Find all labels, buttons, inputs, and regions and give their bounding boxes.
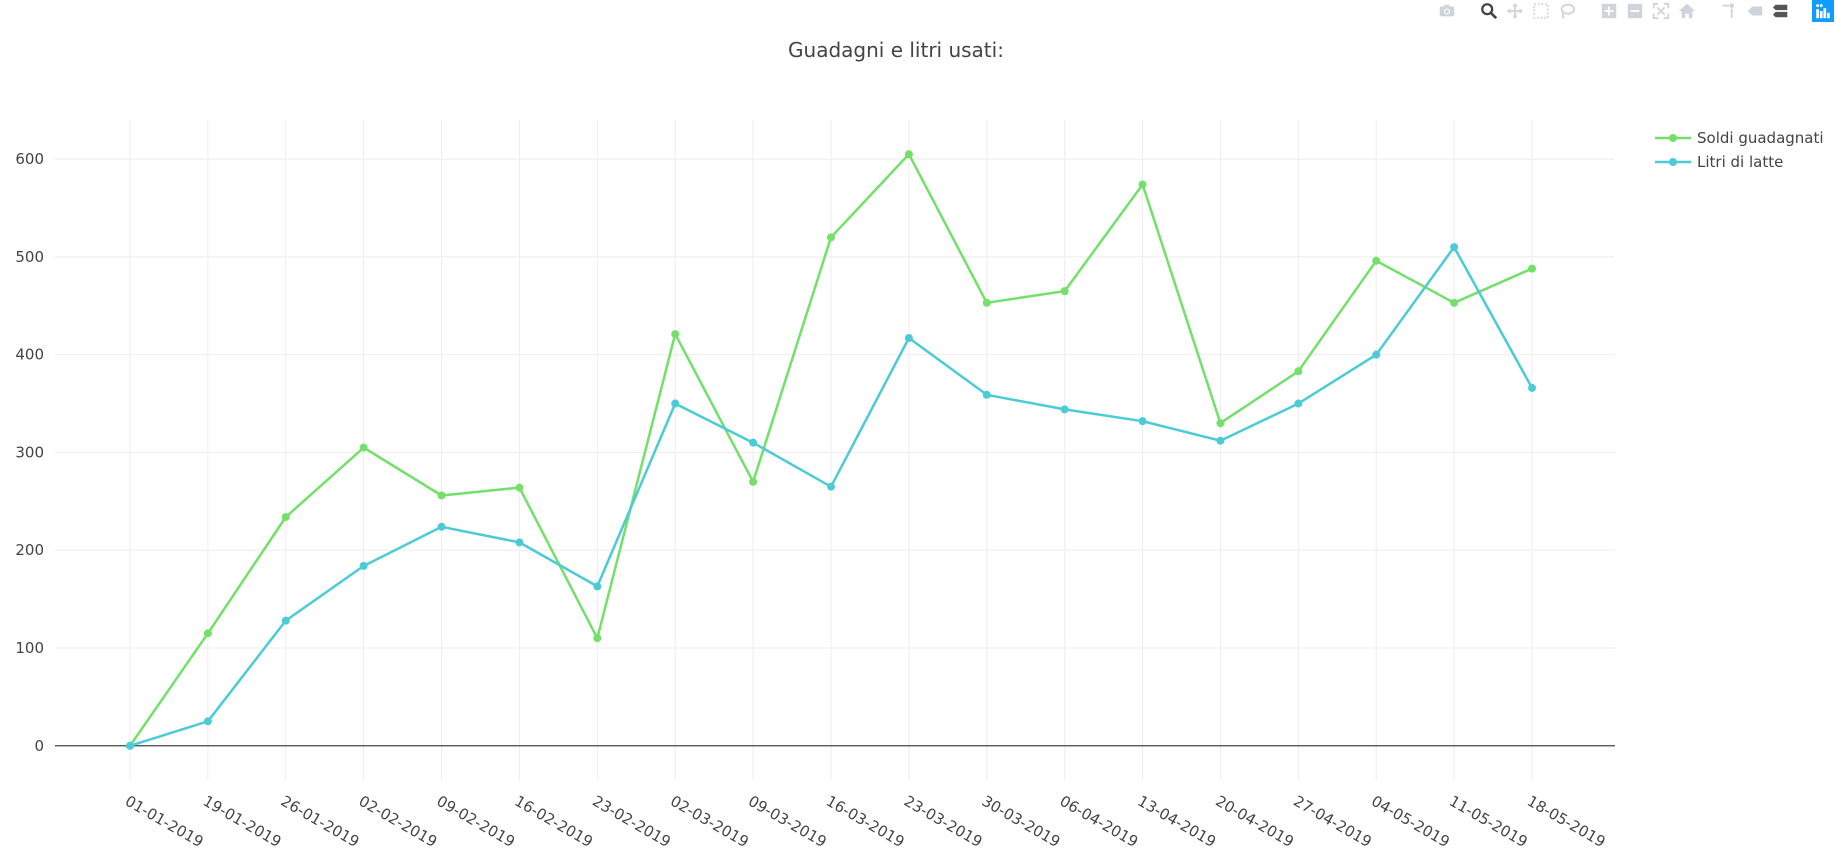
data-point[interactable] (1372, 256, 1381, 265)
data-point[interactable] (1138, 180, 1147, 189)
hover-compare-icon[interactable] (1770, 0, 1792, 22)
data-point[interactable] (1372, 350, 1381, 359)
data-point[interactable] (904, 334, 913, 343)
data-point[interactable] (671, 399, 680, 408)
data-point[interactable] (515, 483, 524, 492)
data-point[interactable] (904, 150, 913, 159)
spike-lines-icon[interactable] (1718, 0, 1740, 22)
data-point[interactable] (982, 390, 991, 399)
lasso-select-icon[interactable] (1556, 0, 1578, 22)
x-tick-label: 27-04-2019 (1290, 792, 1375, 851)
data-point[interactable] (671, 330, 680, 339)
data-point[interactable] (1060, 287, 1069, 296)
y-tick-label: 0 (34, 737, 44, 755)
legend-label: Soldi guadagnati (1697, 129, 1824, 147)
data-point[interactable] (281, 616, 290, 625)
data-point[interactable] (1528, 264, 1536, 273)
x-tick-label: 23-02-2019 (589, 792, 674, 851)
legend-label: Litri di latte (1697, 153, 1783, 171)
data-point[interactable] (593, 582, 602, 591)
x-tick-label: 11-05-2019 (1446, 792, 1531, 851)
plotly-logo-icon[interactable] (1812, 0, 1834, 22)
grid (55, 120, 1615, 780)
series-points (126, 150, 1536, 750)
data-point[interactable] (827, 233, 835, 242)
hover-closest-icon[interactable] (1744, 0, 1766, 22)
y-tick-label: 500 (15, 248, 44, 266)
legend-marker (1669, 158, 1677, 166)
x-tick-label: 19-01-2019 (200, 792, 285, 851)
legend-item-0[interactable]: Soldi guadagnati (1655, 129, 1824, 147)
x-tick-label: 16-03-2019 (823, 792, 908, 851)
box-select-icon[interactable] (1530, 0, 1552, 22)
data-point[interactable] (1216, 419, 1225, 428)
x-tick-label: 09-02-2019 (434, 792, 519, 851)
y-tick-label: 600 (15, 150, 44, 168)
zoom-out-icon[interactable] (1624, 0, 1646, 22)
x-tick-label: 16-02-2019 (511, 792, 596, 851)
x-tick-label: 02-02-2019 (356, 792, 441, 851)
data-point[interactable] (1216, 436, 1225, 445)
legend-marker (1669, 134, 1677, 142)
data-point[interactable] (359, 561, 368, 570)
modebar (1422, 0, 1836, 22)
data-point[interactable] (1294, 399, 1303, 408)
x-tick-label: 18-05-2019 (1524, 792, 1609, 851)
data-point[interactable] (359, 443, 368, 452)
y-tick-label: 400 (15, 346, 44, 364)
y-tick-label: 100 (15, 639, 44, 657)
x-tick-label: 01-01-2019 (122, 792, 207, 851)
x-tick-label: 04-05-2019 (1368, 792, 1453, 851)
data-point[interactable] (437, 491, 446, 500)
data-point[interactable] (1528, 383, 1536, 392)
legend-item-1[interactable]: Litri di latte (1655, 153, 1783, 171)
data-point[interactable] (1294, 367, 1303, 376)
x-tick-label: 09-03-2019 (745, 792, 830, 851)
data-point[interactable] (203, 629, 212, 638)
data-point[interactable] (281, 512, 290, 521)
data-point[interactable] (203, 717, 212, 726)
zoom-in-icon[interactable] (1598, 0, 1620, 22)
data-point[interactable] (437, 522, 446, 531)
camera-icon[interactable] (1436, 0, 1458, 22)
y-tick-label: 300 (15, 443, 44, 461)
data-point[interactable] (126, 741, 134, 750)
x-tick-label: 02-03-2019 (667, 792, 752, 851)
zoom-icon[interactable] (1478, 0, 1500, 22)
data-point[interactable] (749, 438, 758, 447)
x-tick-label: 30-03-2019 (979, 792, 1064, 851)
data-point[interactable] (515, 538, 524, 547)
legend[interactable]: Soldi guadagnati Litri di latte (1655, 129, 1824, 171)
data-point[interactable] (1450, 243, 1459, 252)
data-point[interactable] (1060, 405, 1069, 414)
data-point[interactable] (982, 298, 991, 307)
data-point[interactable] (1450, 298, 1459, 307)
y-tick-label: 200 (15, 541, 44, 559)
data-point[interactable] (1138, 417, 1147, 426)
x-tick-label: 23-03-2019 (901, 792, 986, 851)
chart-title: Guadagni e litri usati: (788, 38, 1004, 62)
autoscale-icon[interactable] (1650, 0, 1672, 22)
pan-icon[interactable] (1504, 0, 1526, 22)
x-tick-label: 20-04-2019 (1212, 792, 1297, 851)
reset-axes-icon[interactable] (1676, 0, 1698, 22)
x-tick-label: 13-04-2019 (1135, 792, 1220, 851)
x-tick-label: 26-01-2019 (278, 792, 363, 851)
data-point[interactable] (593, 634, 602, 643)
x-tick-label: 06-04-2019 (1057, 792, 1142, 851)
data-point[interactable] (827, 482, 835, 491)
data-point[interactable] (749, 477, 758, 486)
